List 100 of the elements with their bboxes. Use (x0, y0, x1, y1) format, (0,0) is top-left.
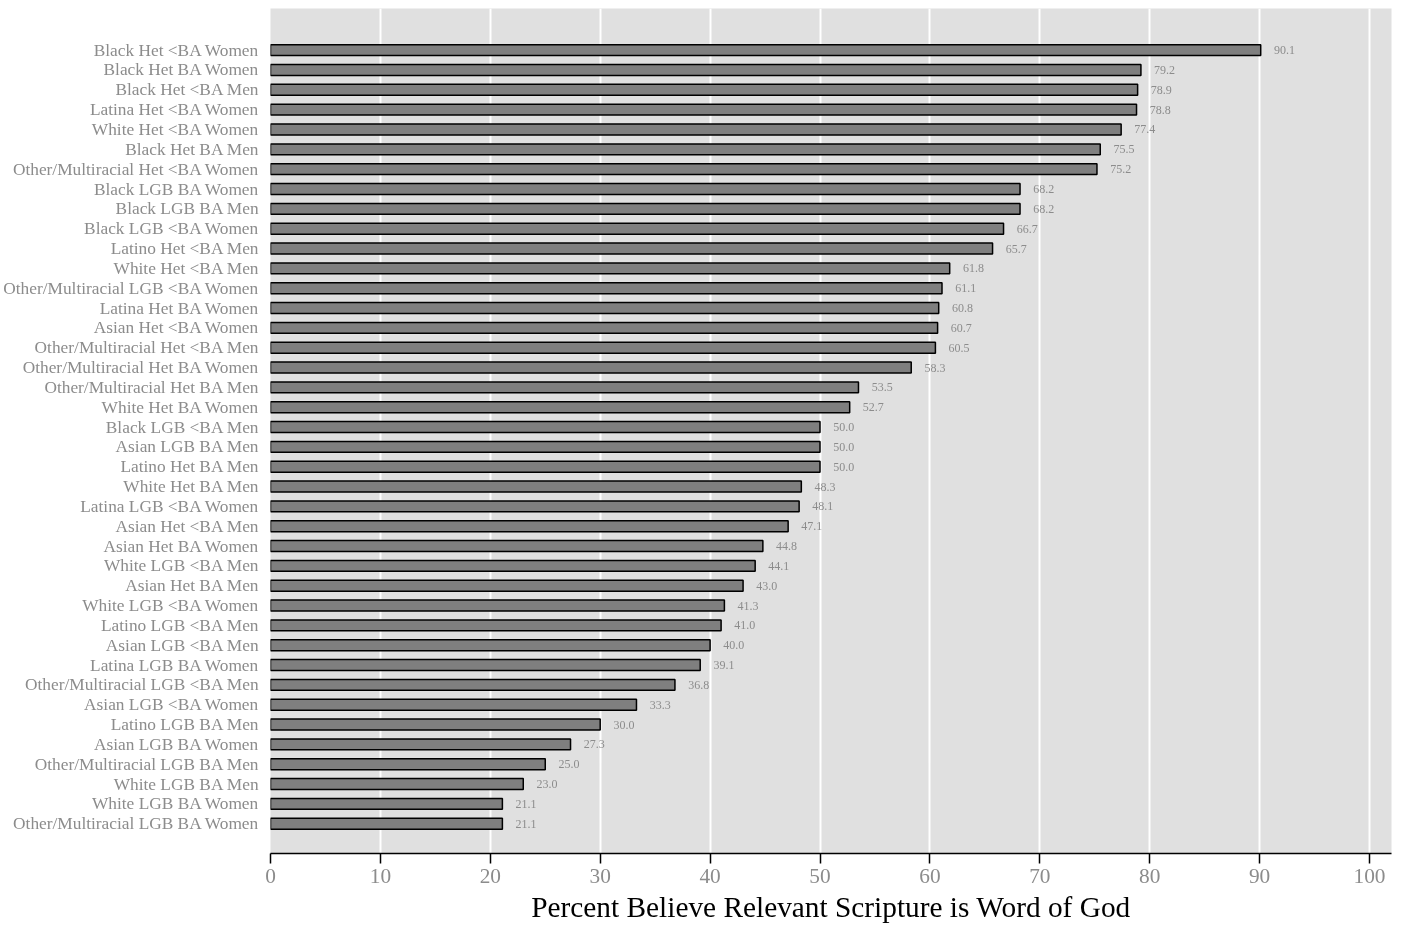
y-tick-label: White Het <BA Women (91, 120, 259, 139)
data-label: 60.7 (950, 320, 972, 335)
y-tick-label: Other/Multiracial LGB BA Men (34, 754, 259, 774)
y-tick-label: Black Het <BA Women (93, 40, 259, 60)
data-label: 52.7 (862, 400, 884, 415)
bar (270, 381, 860, 394)
y-tick-label: Other/Multiracial Het <BA Women (12, 159, 259, 179)
bar (270, 559, 756, 573)
y-tick-label: Black LGB <BA Men (105, 417, 259, 437)
bar (270, 698, 638, 711)
bar (270, 678, 676, 692)
y-tick-label: Asian Het BA Women (103, 536, 259, 556)
data-label: 36.8 (688, 677, 710, 692)
bar (270, 162, 1098, 176)
data-label: 39.1 (713, 658, 735, 673)
bar (270, 440, 821, 454)
y-tick-label: Black LGB BA Women (93, 179, 259, 199)
data-label: 75.5 (1113, 142, 1135, 157)
bar (270, 222, 1005, 235)
bar (270, 83, 1139, 97)
data-label: 90.1 (1273, 43, 1295, 58)
y-tick-label: White Het BA Women (101, 397, 259, 417)
x-tick-label: 20 (479, 863, 501, 888)
bar (270, 123, 1122, 136)
bar (270, 143, 1102, 156)
y-tick-label: Asian Het BA Men (125, 576, 259, 596)
bar (270, 262, 951, 275)
bar (270, 639, 711, 652)
y-tick-label: Other/Multiracial LGB <BA Women (3, 278, 259, 298)
y-tick-label: Latina Het <BA Women (89, 100, 259, 120)
bar (270, 797, 504, 811)
data-label: 65.7 (1005, 241, 1027, 256)
bar (270, 718, 601, 731)
data-label: 27.3 (583, 737, 605, 752)
data-label: 50.0 (833, 439, 855, 454)
y-tick-label: Latino Het BA Men (120, 457, 259, 477)
y-tick-label: Black Het BA Women (103, 60, 259, 80)
bar (270, 242, 994, 255)
x-tick-label: 60 (919, 863, 941, 888)
y-tick-label: Latino Het <BA Men (110, 239, 259, 259)
bar (270, 619, 722, 632)
data-label: 23.0 (536, 777, 558, 792)
x-tick-label: 80 (1139, 863, 1161, 888)
y-tick-label: Other/Multiracial LGB BA Women (13, 814, 259, 834)
y-tick-label: Latino LGB BA Men (110, 715, 259, 735)
data-label: 40.0 (723, 638, 745, 653)
bar (270, 361, 912, 374)
bar (270, 400, 851, 414)
y-tick-label: Latina LGB <BA Women (80, 496, 259, 516)
bar (270, 420, 821, 434)
y-tick-label: Black Het <BA Men (115, 80, 259, 100)
data-label: 60.8 (951, 301, 973, 316)
data-label: 78.9 (1150, 82, 1172, 97)
x-tick-label: 10 (369, 863, 392, 888)
x-tick-label: 90 (1248, 863, 1271, 888)
y-tick-label: Other/Multiracial Het BA Men (44, 377, 259, 397)
data-label: 25.0 (558, 757, 580, 772)
y-tick-label: Latino LGB <BA Men (101, 615, 259, 635)
y-tick-label: Other/Multiracial LGB <BA Men (24, 675, 259, 695)
data-label: 48.3 (814, 479, 836, 494)
x-tick-label: 30 (589, 863, 611, 888)
y-tick-label: White LGB <BA Women (82, 596, 259, 616)
x-tick-label: 50 (809, 863, 831, 888)
data-label: 68.2 (1033, 182, 1055, 196)
bar (270, 301, 940, 315)
data-label: 58.3 (924, 360, 946, 375)
bar (270, 539, 764, 553)
y-tick-label: Asian Het <BA Women (93, 318, 259, 338)
y-tick-label: Asian LGB <BA Women (84, 695, 259, 715)
data-label: 44.1 (768, 558, 790, 573)
y-tick-label: Black LGB BA Men (115, 199, 259, 219)
bar (270, 758, 546, 771)
bar (270, 321, 939, 335)
y-tick-label: Other/Multiracial Het BA Women (22, 358, 259, 378)
data-label: 21.1 (515, 816, 537, 831)
data-label: 41.0 (734, 618, 756, 633)
y-tick-label: Black LGB <BA Women (84, 219, 259, 239)
y-tick-label: Asian LGB <BA Men (105, 635, 259, 655)
y-tick-label: Black Het BA Men (125, 139, 259, 159)
data-label: 47.1 (801, 519, 823, 534)
x-tick-label: 70 (1029, 863, 1051, 888)
data-label: 68.2 (1033, 201, 1055, 216)
y-tick-label: Latina LGB BA Women (90, 655, 259, 675)
data-label: 43.0 (756, 578, 778, 593)
bar (270, 658, 701, 672)
x-tick-label: 40 (699, 863, 721, 888)
data-label: 48.1 (812, 499, 834, 514)
data-label: 79.2 (1154, 62, 1176, 77)
data-label: 75.2 (1110, 162, 1132, 177)
data-label: 30.0 (613, 717, 635, 732)
x-tick-label: 100 (1353, 863, 1386, 888)
y-tick-label: White Het <BA Men (113, 258, 259, 278)
data-label: 33.3 (649, 697, 671, 712)
bar (270, 63, 1142, 77)
y-tick-label: Other/Multiracial Het <BA Men (34, 338, 259, 358)
bar (270, 202, 1021, 216)
bar (270, 281, 943, 295)
data-label: 78.8 (1149, 102, 1171, 117)
bar (270, 817, 504, 830)
data-label: 60.5 (948, 340, 970, 355)
